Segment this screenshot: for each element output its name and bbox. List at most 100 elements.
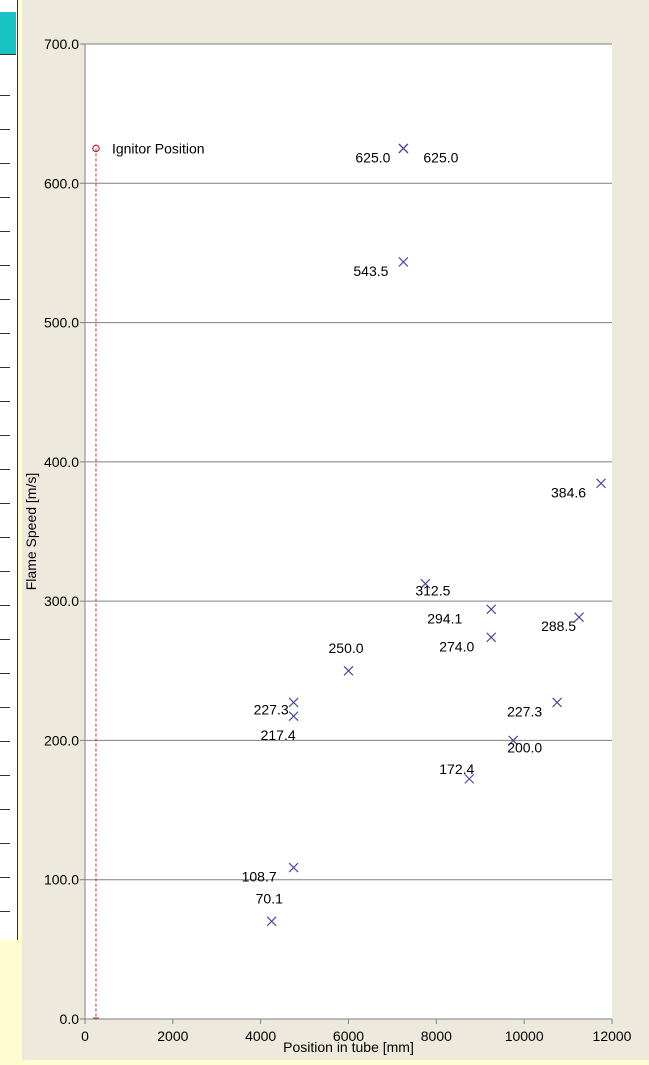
row-divider (0, 707, 10, 708)
data-point-stroke (596, 478, 606, 489)
axes: 0.0 100.0 200.0 300.0 400.0 500.0 600.0 700.0 0 2… (44, 36, 632, 1044)
x-tick-label: 4000 (245, 1028, 276, 1044)
ignitor-marker (92, 144, 100, 153)
data-label: 70.1 (256, 890, 283, 906)
x-tick-label: 0 (81, 1028, 89, 1044)
data-point (464, 773, 475, 784)
row-divider (0, 843, 10, 844)
data-point (596, 478, 606, 489)
row-divider (0, 571, 10, 572)
row-divider (0, 367, 10, 368)
data-label: 227.3 (507, 703, 542, 719)
row-divider (0, 605, 10, 606)
row-divider (0, 333, 10, 334)
data-point-stroke (288, 711, 299, 722)
data-label: 172.4 (439, 761, 474, 777)
data-label: 108.7 (242, 869, 277, 885)
data-point-stroke (343, 665, 354, 676)
x-tick-label: 8000 (421, 1028, 452, 1044)
row-divider (0, 231, 10, 232)
data-label: 625.0 (423, 149, 458, 165)
row-divider (0, 639, 10, 640)
y-tick-label: 500.0 (44, 315, 79, 331)
x-tick-label: 12000 (593, 1028, 632, 1044)
data-point (508, 735, 519, 746)
row-divider (0, 911, 10, 912)
ignitor-label: Ignitor Position (112, 140, 205, 156)
data-point (398, 257, 409, 267)
data-points (266, 143, 606, 927)
chart-area: 0.0 100.0 200.0 300.0 400.0 500.0 600.0 700.0 0 2… (22, 0, 649, 1060)
y-tick-label: 200.0 (44, 732, 79, 748)
data-label: 294.1 (427, 610, 462, 626)
y-tick-label: 0.0 (60, 1011, 80, 1027)
row-divider (0, 95, 10, 96)
data-point (574, 612, 584, 623)
data-point-stroke (486, 632, 497, 643)
x-tick-label: 6000 (333, 1028, 364, 1044)
row-divider (0, 809, 10, 810)
row-divider (0, 163, 10, 164)
data-point (486, 632, 497, 643)
selected-cell-highlight (0, 12, 16, 55)
data-point (288, 697, 299, 708)
gridlines (85, 43, 612, 1019)
data-point-stroke (574, 612, 584, 623)
data-label: 312.5 (415, 583, 450, 599)
row-divider (0, 197, 10, 198)
data-point (398, 143, 409, 154)
data-label: 200.0 (507, 739, 542, 755)
row-divider (0, 503, 10, 504)
data-label: 288.5 (541, 618, 576, 634)
y-axis-title: Flame Speed [m/s] (23, 473, 39, 591)
data-labels: 625.0 625.0 543.5 384.6 312.5 294.1 288.5 274.0… (242, 149, 587, 906)
row-divider (0, 673, 10, 674)
x-tick-label: 10000 (505, 1028, 544, 1044)
row-divider (0, 299, 10, 300)
row-divider (0, 741, 10, 742)
data-label: 227.3 (254, 701, 289, 717)
y-tick-label: 100.0 (44, 872, 79, 888)
scatter-chart: 0.0 100.0 200.0 300.0 400.0 500.0 600.0 700.0 0 2… (23, 36, 632, 1055)
x-tick-label: 2000 (157, 1028, 188, 1044)
data-label: 274.0 (439, 638, 474, 654)
data-point-stroke (288, 862, 299, 873)
data-point-stroke (398, 257, 409, 267)
row-divider (0, 877, 10, 878)
data-point-stroke (486, 604, 497, 615)
ignitor-series (92, 144, 100, 1019)
data-label: 384.6 (551, 484, 586, 500)
y-tick-label: 400.0 (44, 454, 79, 470)
data-label: 625.0 (355, 149, 390, 165)
row-divider (0, 775, 10, 776)
row-divider (0, 265, 10, 266)
data-point-stroke (508, 735, 519, 746)
data-point-stroke (288, 697, 299, 708)
data-point (420, 578, 431, 589)
data-label: 543.5 (353, 263, 388, 279)
data-point-stroke (266, 916, 277, 927)
data-point (288, 711, 299, 722)
row-divider (0, 537, 10, 538)
data-point-stroke (420, 578, 431, 589)
row-divider (0, 129, 10, 130)
plot-background (85, 44, 612, 1019)
data-point-stroke (552, 697, 563, 708)
data-point-stroke (398, 143, 409, 154)
left-panel-strip (0, 0, 18, 940)
data-point (266, 916, 277, 927)
data-point (486, 604, 497, 615)
row-divider (0, 469, 10, 470)
row-divider (0, 435, 10, 436)
row-divider (0, 401, 10, 402)
y-tick-label: 600.0 (44, 175, 79, 191)
y-tick-label: 700.0 (44, 36, 79, 52)
data-label: 250.0 (329, 640, 364, 656)
data-label: 217.4 (261, 727, 296, 743)
y-tick-label: 300.0 (44, 593, 79, 609)
data-point (343, 665, 354, 676)
x-axis-title: Position in tube [mm] (283, 1039, 414, 1055)
data-point (288, 862, 299, 873)
data-point-stroke (464, 773, 475, 784)
data-point (552, 697, 563, 708)
